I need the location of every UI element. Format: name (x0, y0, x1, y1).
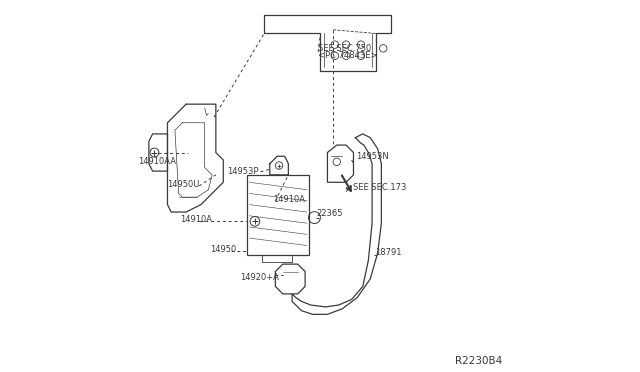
Text: SEE SEC.750: SEE SEC.750 (318, 44, 371, 53)
Text: 14953P: 14953P (227, 167, 259, 176)
Text: 14950: 14950 (211, 245, 237, 254)
Text: 14950U: 14950U (168, 180, 200, 189)
Text: 14910AA: 14910AA (138, 157, 176, 166)
Text: 22365: 22365 (316, 209, 343, 218)
Text: 14910A: 14910A (273, 195, 305, 203)
Text: SEE SEC.173: SEE SEC.173 (353, 183, 406, 192)
Text: R2230B4: R2230B4 (455, 356, 502, 366)
Text: 14953N: 14953N (356, 152, 388, 161)
Text: 14920+A: 14920+A (240, 273, 279, 282)
Text: 18791: 18791 (375, 248, 401, 257)
Text: <PC 74843E>: <PC 74843E> (318, 51, 378, 60)
Text: 14910A: 14910A (180, 215, 212, 224)
